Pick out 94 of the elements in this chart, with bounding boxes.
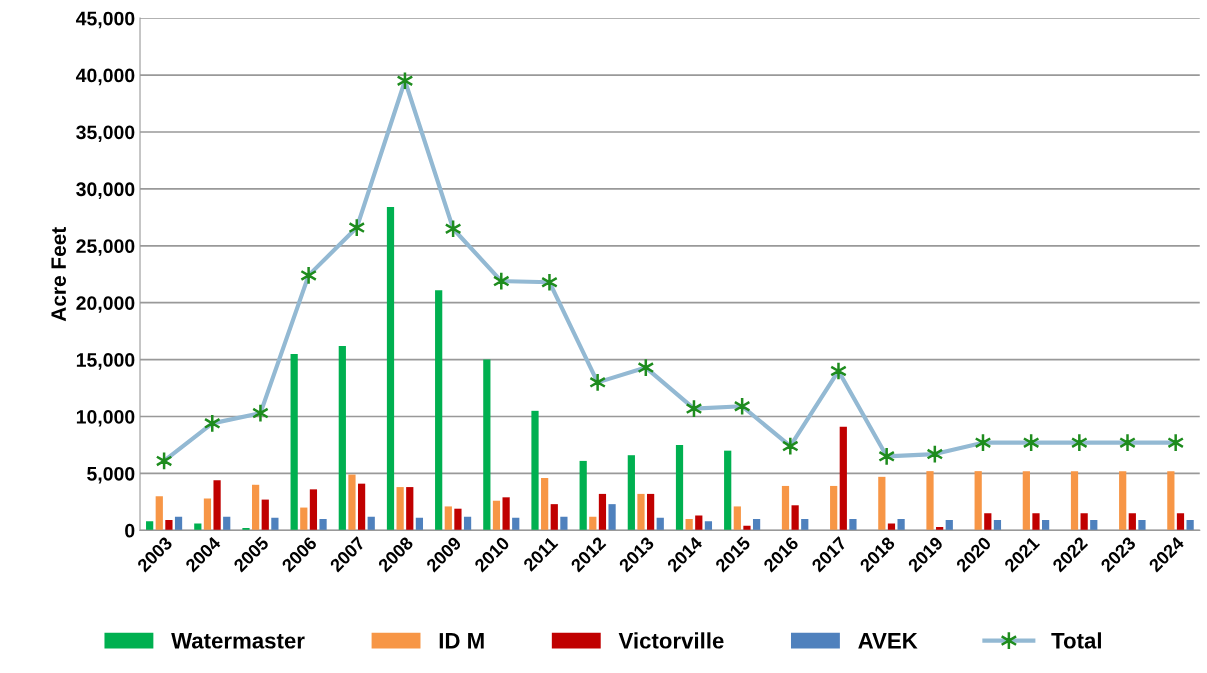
legend-label: ID M (439, 633, 484, 649)
bar (801, 518, 809, 531)
bar (512, 517, 520, 531)
bar (791, 505, 799, 531)
bar (203, 498, 212, 531)
bar (165, 520, 173, 531)
bar (1176, 513, 1185, 531)
y-tick-label: 15,000 (76, 353, 135, 370)
bar (1090, 520, 1098, 531)
bar (830, 485, 838, 531)
bar (531, 410, 539, 531)
bar (752, 518, 761, 531)
bar (338, 345, 346, 531)
bar (309, 489, 318, 531)
bar (704, 521, 713, 531)
bar (781, 485, 790, 531)
y-tick-label: 25,000 (76, 239, 135, 256)
y-axis-title: Acre Feet (51, 227, 67, 322)
bar (656, 517, 664, 531)
bar (1042, 520, 1050, 531)
bar (637, 493, 645, 531)
bar (155, 496, 163, 531)
bar (454, 508, 462, 531)
bar (647, 493, 655, 531)
bar (242, 528, 250, 531)
bar (213, 480, 221, 531)
bar (174, 516, 183, 531)
bar (406, 487, 414, 531)
bar (839, 426, 847, 531)
bar (348, 474, 356, 531)
bar (1128, 513, 1136, 531)
bar (675, 444, 684, 531)
bar (223, 516, 231, 531)
bar (878, 476, 886, 531)
bar (435, 290, 443, 531)
bar (685, 518, 693, 531)
bar (271, 517, 279, 531)
bar (598, 493, 607, 531)
y-tick-label: 10,000 (76, 409, 135, 427)
bar (627, 455, 635, 531)
bar (290, 353, 298, 531)
y-tick-label: 20,000 (76, 296, 135, 313)
bar (463, 516, 472, 531)
bar (357, 483, 366, 531)
bar (444, 506, 452, 531)
bar (560, 516, 568, 531)
bar (1138, 520, 1146, 531)
bar (743, 525, 751, 531)
bar (1186, 520, 1194, 531)
bar (396, 487, 404, 531)
bar (608, 504, 616, 531)
bar (849, 518, 857, 531)
y-tick-label: 45,000 (75, 11, 135, 29)
bar (415, 517, 424, 531)
bar (550, 504, 558, 531)
legend-label: Victorville (618, 632, 724, 649)
bar (1032, 513, 1040, 531)
bar (993, 520, 1002, 531)
y-tick-label: 0 (125, 523, 135, 538)
bar (261, 499, 269, 531)
bar (984, 513, 992, 531)
bar (695, 515, 703, 531)
y-tick-label: 30,000 (76, 182, 135, 199)
legend-label: AVEK (858, 633, 918, 649)
bar (541, 477, 549, 531)
y-tick-label: 5,000 (87, 466, 135, 484)
bar (252, 484, 260, 531)
y-tick-label: 40,000 (75, 68, 135, 86)
legend-label: Total (1051, 632, 1101, 649)
bar (483, 359, 491, 531)
bar (1167, 471, 1175, 531)
bar (367, 516, 375, 531)
bar (897, 518, 905, 531)
bar (492, 500, 501, 531)
bar (589, 516, 597, 531)
bar (974, 471, 982, 531)
bar (146, 521, 154, 531)
bar (887, 523, 896, 531)
bar (319, 518, 327, 531)
bar (1070, 471, 1079, 531)
bar (579, 460, 587, 531)
bar (1022, 471, 1030, 531)
bar (300, 507, 308, 531)
bar (733, 506, 741, 531)
legend-label: Watermaster (171, 633, 305, 649)
bar (386, 207, 395, 531)
bar (1119, 471, 1127, 531)
y-tick-label: 35,000 (76, 125, 135, 143)
bar (502, 497, 510, 531)
bar (724, 450, 732, 531)
bar (926, 471, 934, 531)
bar (194, 523, 202, 531)
bar (1080, 513, 1088, 531)
bar (945, 520, 953, 531)
